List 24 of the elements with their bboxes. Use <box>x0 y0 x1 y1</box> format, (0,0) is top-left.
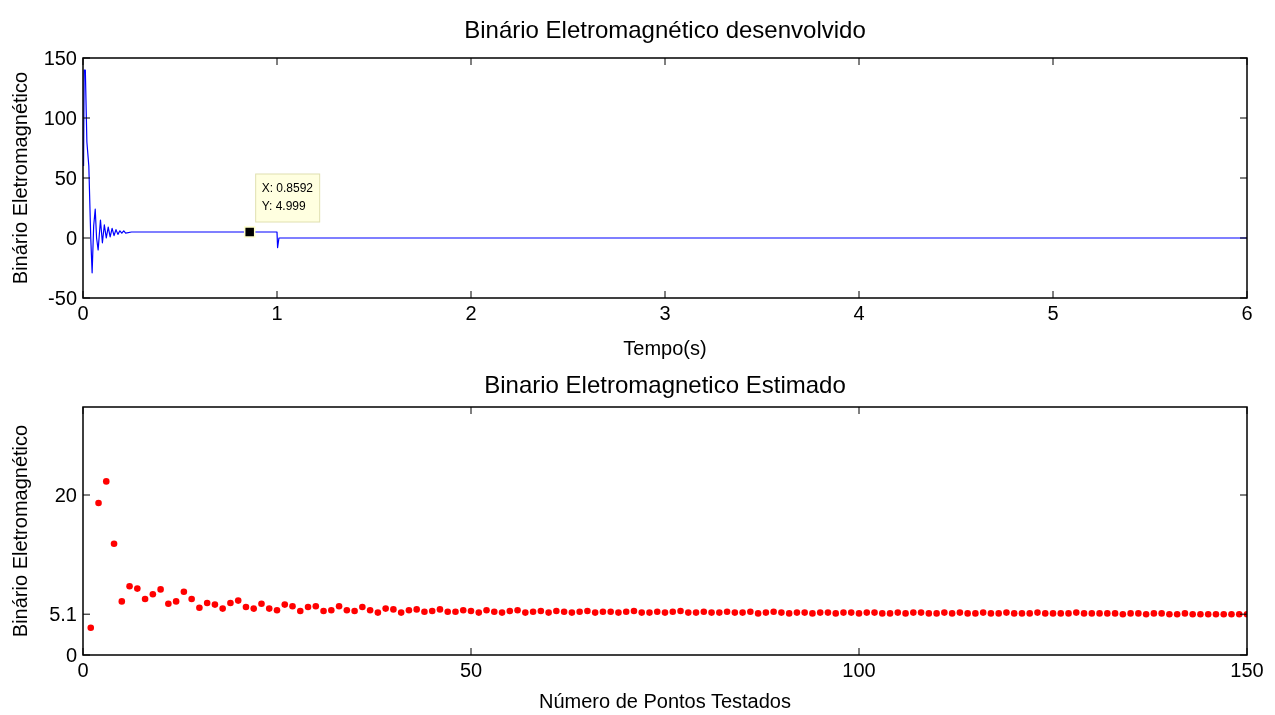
y-tick-label: 100 <box>43 107 77 129</box>
annotation: X: 0.8592 Y: 4.999 <box>261 181 314 213</box>
x-tick-label: 50 <box>459 659 483 681</box>
x-tick-label: 100 <box>842 659 876 681</box>
x-tick-label: 1 <box>271 302 283 324</box>
y-tick-label: 0 <box>65 644 77 666</box>
y-tick-label: 0 <box>65 227 77 249</box>
x-tick-label: 5 <box>1047 302 1059 324</box>
chart-title: Binario Eletromagnetico Estimado <box>484 371 846 398</box>
y-axis-title: Binário Eletromagnético <box>9 424 31 638</box>
y-tick-label: -50 <box>48 287 77 309</box>
x-tick-label: 4 <box>853 302 865 324</box>
x-axis-title: Número de Pontos Testados <box>538 690 792 712</box>
x-tick-label: 150 <box>1230 659 1264 681</box>
x-tick-label: 3 <box>659 302 671 324</box>
y-tick-label: 50 <box>54 167 77 189</box>
chart-title: Binário Eletromagnético desenvolvido <box>464 16 866 43</box>
x-tick-label: 6 <box>1241 302 1253 324</box>
y-axis-title: Binário Eletromagnético <box>9 71 31 285</box>
x-axis-title: Tempo(s) <box>623 337 707 359</box>
y-tick-label: 150 <box>43 47 77 69</box>
x-tick-label: 2 <box>465 302 477 324</box>
y-tick-label: 5.1 <box>49 603 77 626</box>
y-tick-label: 20 <box>54 484 77 506</box>
